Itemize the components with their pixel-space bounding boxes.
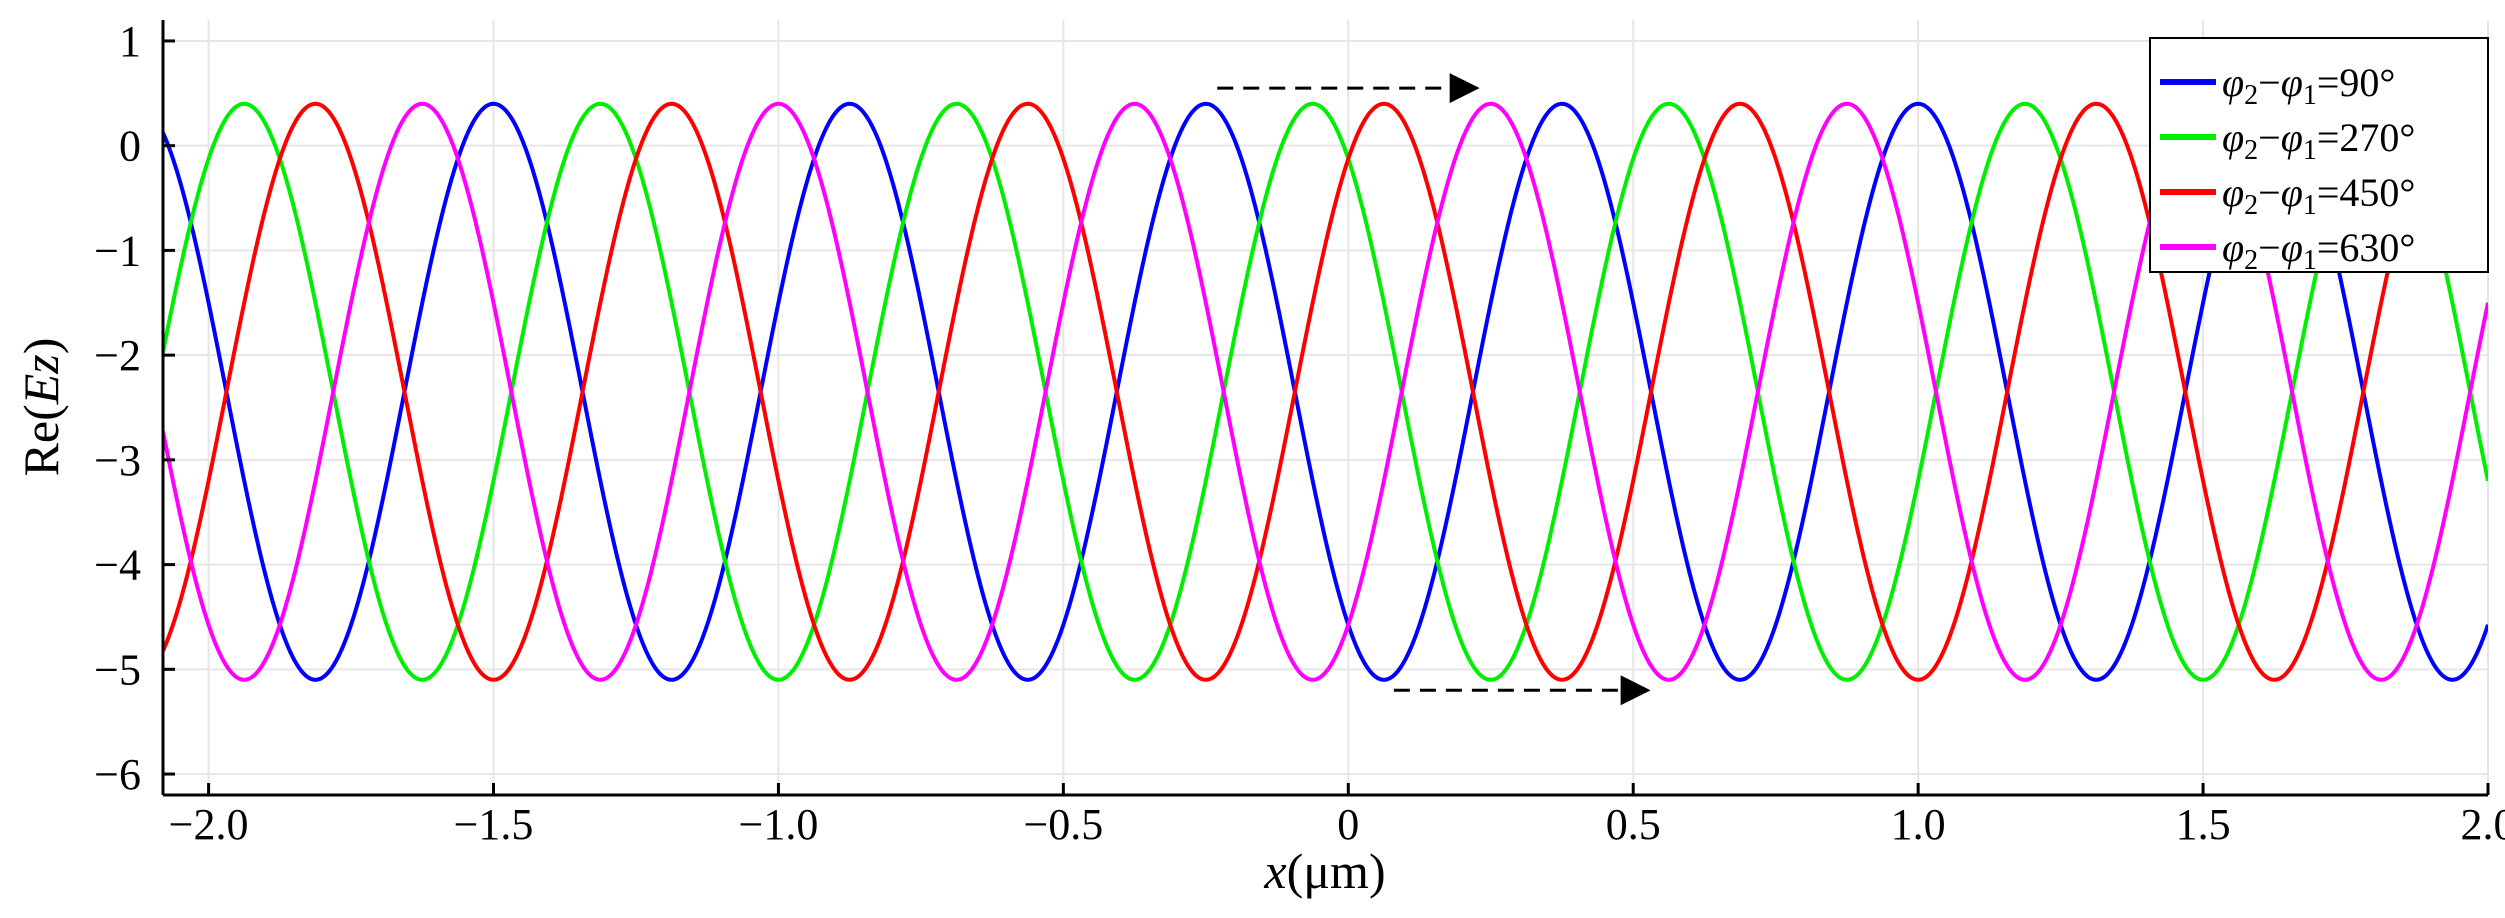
y-tick-label: −2 (94, 331, 141, 380)
axis-ticks: −2.0 −1.5 −1.0 −0.5 0 0.5 1.0 1.5 2.0 1 0 −1 −2 −3 −4 −… (94, 17, 2505, 849)
legend-box (2149, 37, 2489, 273)
x-tick-label: 0.5 (1606, 800, 1661, 849)
legend-item: φ2−φ1=270° (2160, 115, 2415, 166)
y-tick-label: −1 (94, 226, 141, 275)
x-axis-title-unit: (μm) (1287, 843, 1386, 899)
y-tick-label: 0 (119, 122, 141, 171)
x-axis-title-var: x (1263, 843, 1286, 899)
legend: φ2−φ1=90° φ2−φ1=270° φ2−φ1=450° φ2−φ1=63… (2149, 37, 2489, 276)
legend-item: φ2−φ1=450° (2160, 170, 2415, 221)
x-tick-label: −1.0 (739, 800, 819, 849)
y-tick-label: −5 (94, 645, 141, 694)
y-tick-label: −4 (94, 541, 141, 590)
series-line-1 (163, 101, 2488, 682)
y-tick-label: −3 (94, 436, 141, 485)
x-axis-title: x(μm) (1263, 843, 1385, 899)
y-tick-label: 1 (119, 17, 141, 66)
grid-lines (163, 20, 2489, 795)
y-axis-title-suffix: ) (13, 338, 69, 355)
x-tick-label: −0.5 (1023, 800, 1103, 849)
x-tick-label: −2.0 (169, 800, 249, 849)
legend-label: φ2−φ1=270° (2222, 115, 2415, 166)
y-axis-title-prefix: Re( (13, 404, 69, 476)
y-axis-title-var: Ez (13, 354, 69, 405)
x-tick-label: 0 (1337, 800, 1359, 849)
y-tick-label: −6 (94, 750, 141, 799)
x-tick-label: 2.0 (2461, 800, 2505, 849)
series-layer (163, 101, 2488, 682)
legend-label: φ2−φ1=90° (2222, 60, 2395, 111)
y-axis-title: Re(Ez) (13, 338, 69, 477)
legend-item: φ2−φ1=90° (2160, 60, 2395, 111)
annotations (1217, 73, 1651, 706)
x-tick-label: 1.0 (1891, 800, 1946, 849)
legend-item: φ2−φ1=630° (2160, 225, 2415, 276)
legend-label: φ2−φ1=630° (2222, 225, 2415, 276)
x-tick-label: −1.5 (454, 800, 534, 849)
series-line-2 (163, 101, 2488, 682)
series-line-4 (163, 101, 2488, 682)
series-line-3 (163, 101, 2488, 682)
x-tick-label: 1.5 (2176, 800, 2231, 849)
legend-label: φ2−φ1=450° (2222, 170, 2415, 221)
